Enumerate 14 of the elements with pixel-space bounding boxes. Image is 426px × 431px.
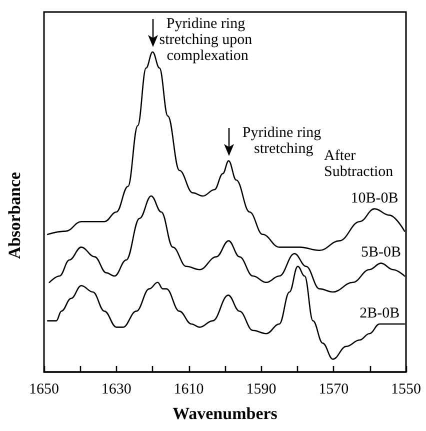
x-axis-title: Wavenumbers bbox=[172, 404, 278, 423]
annotation: After Subtraction bbox=[324, 148, 394, 180]
x-tick-label: 1570 bbox=[318, 382, 349, 398]
x-tick-label: 1650 bbox=[29, 382, 59, 398]
annotation: Pyridine ring stretching bbox=[242, 124, 325, 157]
annotation: Pyridine ring stretching upon complexation bbox=[159, 16, 256, 64]
series-label: 5B-0B bbox=[361, 244, 402, 261]
x-tick-label: 1610 bbox=[174, 382, 204, 398]
series-label: 2B-0B bbox=[360, 306, 400, 322]
x-tick-label: 1630 bbox=[101, 382, 132, 398]
x-tick-label: 1590 bbox=[246, 382, 276, 398]
y-axis-title: Absorbance bbox=[5, 172, 24, 259]
x-tick-label: 1550 bbox=[391, 382, 421, 398]
series-label: 10B-0B bbox=[350, 190, 398, 206]
